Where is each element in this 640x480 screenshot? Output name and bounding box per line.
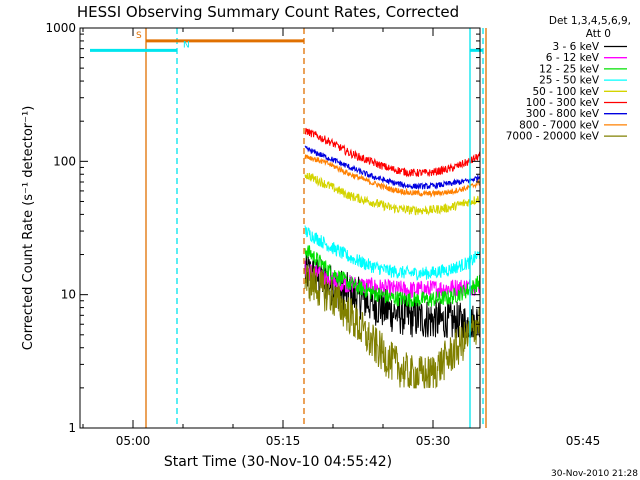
- legend-label: 100 - 300 keV: [526, 97, 600, 109]
- legend-label: 7000 - 20000 keV: [506, 131, 600, 143]
- y-tick-label: 1: [68, 421, 76, 435]
- legend-label: 25 - 50 keV: [539, 75, 600, 87]
- chart-title: HESSI Observing Summary Count Rates, Cor…: [77, 3, 459, 21]
- series-line-7000-20000keV: [304, 265, 480, 389]
- marker-label-S: S: [136, 31, 142, 41]
- data-layer: [304, 127, 480, 389]
- legend-header-line1: Det 1,3,4,5,6,9,: [549, 15, 631, 27]
- legend-label: 800 - 7000 keV: [519, 119, 600, 131]
- x-tick-label: 05:00: [116, 434, 151, 448]
- y-tick-label: 100: [53, 154, 76, 168]
- legend-label: 6 - 12 keV: [546, 52, 600, 64]
- y-tick-label: 1000: [45, 21, 76, 35]
- series-line-25-50keV: [304, 225, 480, 281]
- legend-label: 12 - 25 keV: [539, 63, 600, 75]
- axes-layer: 110100100005:0005:1505:3005:4506:0006:15…: [45, 21, 601, 448]
- series-line-800-7000keV: [304, 154, 480, 198]
- y-axis-label: Corrected Count Rate (s⁻¹ detector⁻¹): [21, 106, 36, 351]
- x-tick-label: 05:45: [566, 434, 601, 448]
- series-line-100-300keV: [305, 127, 480, 178]
- series-line-6-12keV: [304, 260, 480, 299]
- x-tick-label: 05:15: [266, 434, 301, 448]
- y-tick-label: 10: [61, 288, 76, 302]
- x-tick-label: 05:30: [416, 434, 451, 448]
- marker-label-N: N: [183, 40, 190, 50]
- legend-label: 300 - 800 keV: [526, 108, 600, 120]
- legend-label: 3 - 6 keV: [552, 41, 599, 53]
- series-line-12-25keV: [304, 245, 480, 308]
- legend-header-line2: Att 0: [586, 28, 611, 40]
- x-axis-label: Start Time (30-Nov-10 04:55:42): [164, 454, 392, 470]
- plot-frame: [79, 27, 481, 429]
- series-line-50-100keV: [304, 172, 480, 216]
- timestamp: 30-Nov-2010 21:28: [551, 469, 638, 479]
- legend-label: 50 - 100 keV: [532, 86, 599, 98]
- marker-layer: SN: [90, 28, 487, 428]
- series-line-300-800keV: [304, 145, 480, 191]
